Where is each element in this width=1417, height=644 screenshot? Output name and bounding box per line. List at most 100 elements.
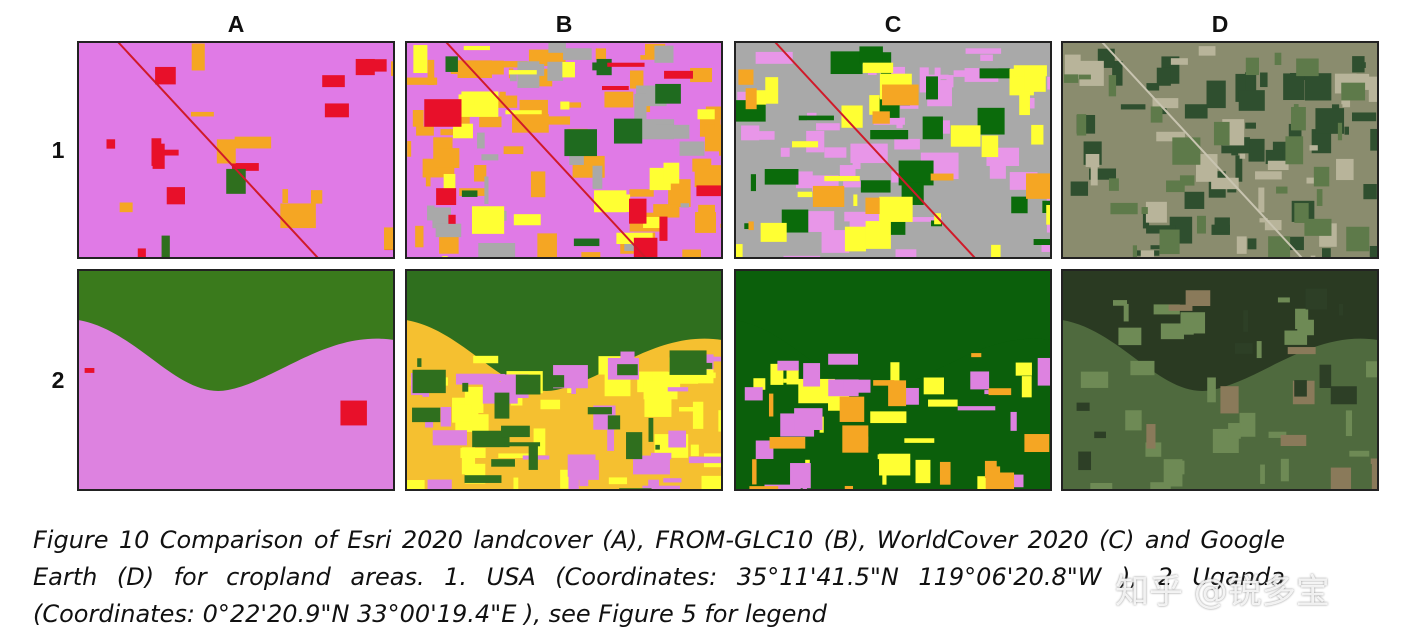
land-patch [663, 478, 682, 483]
land-patch [1146, 83, 1160, 91]
land-patch [879, 196, 913, 222]
land-patch [1163, 459, 1183, 487]
land-patch [1264, 220, 1282, 231]
panel-frame [734, 41, 1052, 259]
land-patch [452, 123, 473, 139]
land-patch [1146, 225, 1176, 234]
land-patch [282, 189, 289, 203]
land-patch [1248, 138, 1265, 162]
land-patch [1245, 57, 1259, 76]
land-patch [839, 396, 865, 422]
land-patch [648, 417, 654, 442]
land-patch [1277, 297, 1290, 303]
land-patch [1141, 207, 1148, 215]
land-patch [682, 372, 704, 382]
land-patch [860, 508, 887, 510]
land-patch [1310, 255, 1316, 258]
panel-image [734, 41, 1052, 259]
land-patch [1285, 136, 1304, 165]
land-patch [1046, 204, 1051, 225]
land-patch [1304, 73, 1332, 101]
panel-bg [78, 42, 394, 258]
land-patch [537, 116, 571, 125]
land-patch [161, 235, 170, 258]
land-patch [478, 242, 516, 258]
land-patch [757, 131, 775, 140]
land-patch [1078, 451, 1092, 471]
land-patch [568, 459, 599, 480]
land-patch [712, 490, 725, 510]
land-patch [340, 400, 367, 426]
land-patch [1341, 82, 1366, 101]
land-patch [1047, 186, 1051, 193]
panel-image [77, 41, 395, 259]
land-patch [560, 101, 570, 110]
land-patch [548, 42, 566, 53]
land-patch [1089, 168, 1117, 180]
land-patch [509, 73, 517, 82]
land-patch [416, 126, 434, 136]
land-patch [654, 45, 674, 63]
land-patch [1274, 52, 1282, 66]
land-patch [1259, 218, 1268, 223]
land-patch [411, 507, 440, 510]
land-patch [896, 122, 903, 129]
land-patch [852, 154, 861, 169]
land-patch [696, 185, 722, 197]
land-patch [738, 69, 754, 85]
land-patch [795, 171, 813, 189]
land-patch [231, 163, 259, 171]
land-patch [578, 499, 590, 510]
land-patch [1268, 431, 1287, 438]
land-patch [756, 90, 767, 105]
land-patch [501, 425, 530, 438]
panel-image [405, 269, 725, 510]
land-patch [792, 141, 819, 148]
land-patch [1256, 341, 1262, 359]
row-label: 1 [52, 137, 65, 163]
land-patch [1031, 124, 1044, 145]
land-patch [1369, 245, 1378, 258]
land-patch [1297, 319, 1314, 336]
land-patch [474, 164, 487, 182]
land-patch [406, 77, 438, 85]
land-patch [216, 139, 236, 164]
land-patch [989, 162, 1006, 179]
land-patch [435, 223, 462, 238]
land-patch [667, 387, 689, 392]
land-patch [1112, 300, 1128, 306]
land-patch [443, 173, 456, 192]
land-patch [1108, 75, 1117, 97]
panel-image [405, 41, 723, 259]
land-patch [528, 445, 538, 470]
land-patch [1370, 128, 1378, 151]
forest-area [1062, 270, 1378, 391]
land-patch [601, 85, 629, 91]
forest-area [735, 270, 1051, 391]
land-patch [1170, 58, 1188, 65]
land-patch [613, 118, 643, 144]
land-patch [435, 148, 460, 168]
land-patch [1352, 112, 1377, 122]
land-patch [797, 191, 813, 198]
land-patch [930, 173, 954, 181]
panel-image [1061, 269, 1379, 491]
land-patch [355, 58, 375, 76]
land-patch [1366, 361, 1378, 378]
land-patch [564, 129, 597, 157]
land-patch [1047, 76, 1051, 90]
land-patch [505, 110, 542, 115]
land-patch [824, 147, 847, 158]
land-patch [890, 362, 900, 389]
land-patch [508, 70, 537, 75]
land-patch [777, 360, 799, 371]
land-patch [440, 406, 452, 427]
land-patch [1236, 236, 1247, 254]
land-patch [439, 236, 459, 254]
land-patch [714, 116, 721, 130]
land-patch [1239, 412, 1256, 437]
land-patch [1206, 80, 1226, 109]
land-patch [1150, 482, 1171, 490]
land-patch [1337, 122, 1343, 141]
land-patch [643, 216, 667, 229]
